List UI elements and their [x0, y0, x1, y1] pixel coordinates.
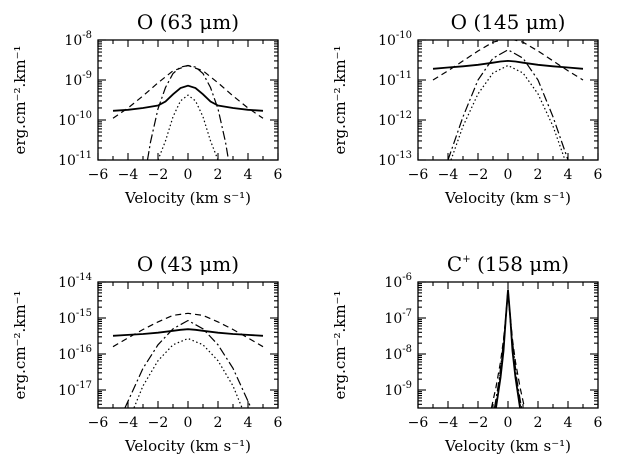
x-tick-label: −6: [408, 167, 429, 183]
y-tick-label: 10-11: [58, 150, 92, 169]
y-axis-label: erg.cm⁻².km⁻¹: [11, 291, 29, 400]
x-tick-label: 0: [184, 167, 193, 183]
y-axis-label: erg.cm⁻².km⁻¹: [11, 46, 29, 155]
x-tick-label: −6: [88, 167, 109, 183]
x-tick-label: 0: [184, 415, 193, 431]
series-dashdot-line: [447, 49, 569, 160]
plot-frame: [97, 39, 279, 161]
y-tick-label: 10-10: [378, 30, 412, 49]
series-dashed-line: [112, 312, 264, 348]
x-tick-label: 2: [534, 415, 543, 431]
x-tick-label: 6: [274, 167, 283, 183]
x-tick-label: 2: [534, 167, 543, 183]
series-solid-line: [112, 84, 264, 112]
y-axis-label: erg.cm⁻².km⁻¹: [331, 46, 349, 155]
x-axis-label: Velocity (km s⁻¹): [124, 189, 251, 207]
series-solid-line: [112, 328, 264, 337]
series-dotted-line: [133, 337, 243, 408]
x-axis-label: Velocity (km s⁻¹): [444, 437, 571, 455]
y-tick-label: 10-13: [378, 150, 412, 169]
y-tick-label: 10-9: [384, 380, 412, 399]
x-tick-label: −4: [118, 167, 139, 183]
x-tick-label: −4: [438, 415, 459, 431]
series-dotted-line: [450, 64, 566, 160]
series-dotted-line: [157, 94, 219, 160]
x-tick-label: −2: [148, 167, 169, 183]
x-tick-label: −6: [408, 415, 429, 431]
y-tick-label: 10-15: [58, 308, 92, 327]
plot-frame: [97, 281, 279, 409]
y-tick-label: 10-9: [64, 70, 92, 89]
x-tick-label: −6: [88, 415, 109, 431]
x-tick-label: 6: [594, 167, 603, 183]
x-tick-label: −2: [468, 167, 489, 183]
chart-panel-2: −6 −4 −2 0 2 4 6 10-10 10-11 10-12 10-13 O (145 μm)…: [331, 10, 603, 207]
chart-panel-1: −6 −4 −2 0 2 4 6 10-8 10-9 10-10 10-11 O (63 μm) Vel…: [11, 10, 283, 207]
chart-title: O (63 μm): [137, 10, 239, 34]
series-dotted-line: [494, 292, 522, 408]
chart-title: O (43 μm): [137, 252, 239, 276]
x-tick-label: 0: [504, 167, 513, 183]
x-tick-label: −2: [468, 415, 489, 431]
x-tick-label: 2: [214, 415, 223, 431]
y-tick-label: 10-6: [384, 272, 412, 291]
x-tick-label: −4: [118, 415, 139, 431]
series-solid-line: [432, 59, 584, 70]
series-dashdot-line: [124, 319, 252, 408]
y-tick-label: 10-8: [64, 30, 92, 49]
x-tick-label: 4: [244, 415, 253, 431]
plot-frame: [417, 39, 599, 161]
series-dashdot-line: [146, 64, 230, 160]
series-dashdot-line: [493, 291, 523, 408]
y-tick-label: 10-10: [58, 110, 92, 129]
y-tick-label: 10-17: [58, 380, 92, 399]
x-axis-label: Velocity (km s⁻¹): [444, 189, 571, 207]
y-tick-label: 10-12: [378, 110, 412, 129]
x-tick-label: −4: [438, 167, 459, 183]
x-tick-label: 4: [244, 167, 253, 183]
y-tick-label: 10-16: [58, 344, 92, 363]
y-tick-label: 10-14: [58, 272, 92, 291]
x-axis-label: Velocity (km s⁻¹): [124, 437, 251, 455]
x-tick-label: 2: [214, 167, 223, 183]
y-tick-label: 10-8: [384, 344, 412, 363]
x-tick-label: 6: [274, 415, 283, 431]
x-tick-label: 6: [594, 415, 603, 431]
y-axis-label: erg.cm⁻².km⁻¹: [331, 291, 349, 400]
x-tick-label: 4: [564, 167, 573, 183]
x-tick-label: 0: [504, 415, 513, 431]
chart-panel-4: −6 −4 −2 0 2 4 6 10-6 10-7 10-8 10-9 C+ (158 μm) Vel…: [331, 252, 603, 455]
series-dashed-line: [112, 64, 264, 119]
x-tick-label: 4: [564, 415, 573, 431]
chart-title: O (145 μm): [451, 10, 566, 34]
series-solid-line: [495, 289, 521, 408]
y-tick-label: 10-11: [378, 70, 412, 89]
chart-title: C+ (158 μm): [447, 252, 569, 276]
chart-panel-3: −6 −4 −2 0 2 4 6 10-14 10-15 10-16 10-17 O (43 μm) V…: [11, 252, 283, 455]
series-dashed-line: [490, 289, 526, 408]
x-tick-label: −2: [148, 415, 169, 431]
y-tick-label: 10-7: [384, 308, 412, 327]
series-dashed-line: [432, 40, 584, 81]
